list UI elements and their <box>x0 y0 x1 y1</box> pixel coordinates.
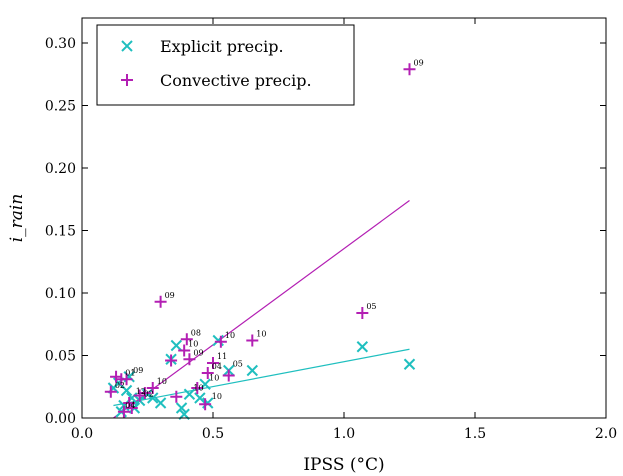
marker-stroke <box>246 364 259 377</box>
y-tick-label: 0.30 <box>45 36 76 52</box>
data-point-series-0 <box>356 341 369 353</box>
point-label: 10 <box>157 377 167 386</box>
point-label: 11 <box>217 352 227 361</box>
data-point-series-0 <box>246 364 259 377</box>
fit-lines <box>113 200 410 419</box>
marker-stroke <box>170 339 183 352</box>
data-markers <box>104 63 416 420</box>
point-label: 10 <box>256 330 266 339</box>
data-point-series-1 <box>199 398 212 411</box>
point-label: 04 <box>212 362 222 371</box>
data-point-series-0 <box>175 402 188 414</box>
data-point-series-0 <box>183 388 196 400</box>
point-label: 10 <box>225 331 235 340</box>
point-label: 09 <box>133 366 143 375</box>
data-point-series-1 <box>180 333 193 346</box>
point-label: 12 <box>136 387 146 396</box>
marker-stroke <box>183 388 196 400</box>
point-label: 08 <box>191 328 201 337</box>
data-point-series-0 <box>403 358 416 370</box>
point-label: 10 <box>212 392 222 401</box>
point-label: 10 <box>188 340 198 349</box>
data-point-series-1 <box>104 385 117 398</box>
data-point-series-1 <box>146 382 159 394</box>
data-point-series-1 <box>191 382 204 394</box>
x-tick-label: 2.0 <box>595 426 617 442</box>
data-point-series-1 <box>120 373 133 386</box>
point-label: 09 <box>165 291 175 300</box>
point-label: 02 <box>115 381 125 390</box>
marker-stroke <box>121 40 133 52</box>
fit-line-series-0 <box>113 348 410 407</box>
y-tick-label: 0.15 <box>45 224 76 240</box>
data-point-series-1 <box>125 402 138 414</box>
y-axis-ticks: 0.00 0.05 0.10 0.15 0.20 0.25 0.30 <box>45 36 606 427</box>
point-label: 09 <box>193 348 203 357</box>
data-point-series-1 <box>207 357 219 369</box>
point-label: 05 <box>366 302 376 311</box>
legend-entry-label: Convective precip. <box>160 71 312 90</box>
marker-stroke <box>194 392 206 404</box>
marker-stroke <box>147 392 159 404</box>
data-point-series-1 <box>165 354 178 367</box>
data-point-series-0 <box>154 397 167 409</box>
y-tick-label: 0.25 <box>45 99 76 115</box>
data-point-series-0 <box>147 392 159 404</box>
point-label: 01 <box>125 368 135 377</box>
marker-stroke <box>356 341 369 353</box>
point-label: 10 <box>193 383 203 392</box>
x-tick-label: 1.5 <box>464 426 486 442</box>
data-point-series-1 <box>154 295 167 308</box>
data-point-series-1 <box>178 344 191 357</box>
data-point-series-1 <box>222 369 235 382</box>
point-label: 05 <box>233 360 243 369</box>
legend-marker <box>121 40 133 52</box>
legend-marker <box>121 74 133 86</box>
marker-stroke <box>403 358 416 370</box>
legend-box <box>96 24 355 106</box>
data-point-series-1 <box>201 367 214 379</box>
y-axis-label: i_rain <box>7 194 27 243</box>
data-point-series-0 <box>120 384 133 397</box>
point-label: 02 <box>144 390 154 399</box>
x-tick-label: 1.0 <box>333 426 355 442</box>
data-point-series-0 <box>170 339 183 352</box>
point-label: 09 <box>414 58 424 67</box>
point-label: 10 <box>209 373 219 382</box>
data-point-series-1 <box>138 387 151 399</box>
x-tick-label: 0.5 <box>202 426 224 442</box>
point-label: 04 <box>125 401 135 410</box>
data-point-series-1 <box>117 405 130 418</box>
marker-stroke <box>120 384 133 397</box>
x-axis-ticks: 0.0 0.5 1.0 1.5 2.0 <box>71 18 617 442</box>
y-tick-label: 0.10 <box>45 286 76 302</box>
x-axis-label: IPSS (°C) <box>303 455 384 475</box>
data-point-series-1 <box>170 390 183 403</box>
marker-stroke <box>154 397 167 409</box>
fit-line-series-1 <box>113 200 410 419</box>
y-tick-label: 0.00 <box>45 411 76 427</box>
y-tick-label: 0.20 <box>45 161 76 177</box>
legend: Explicit precip. Convective precip. <box>96 24 355 106</box>
data-point-series-1 <box>356 307 369 319</box>
data-point-series-1 <box>110 370 123 383</box>
data-point-series-0 <box>194 392 206 404</box>
x-tick-label: 0.0 <box>71 426 93 442</box>
data-point-series-1 <box>214 335 227 348</box>
legend-entry-label: Explicit precip. <box>160 37 284 56</box>
data-point-series-1 <box>403 63 416 76</box>
data-point-series-1 <box>246 334 259 347</box>
y-tick-label: 0.05 <box>45 349 76 365</box>
data-point-series-1 <box>133 389 146 402</box>
marker-stroke <box>175 402 188 414</box>
data-point-series-1 <box>183 353 196 366</box>
